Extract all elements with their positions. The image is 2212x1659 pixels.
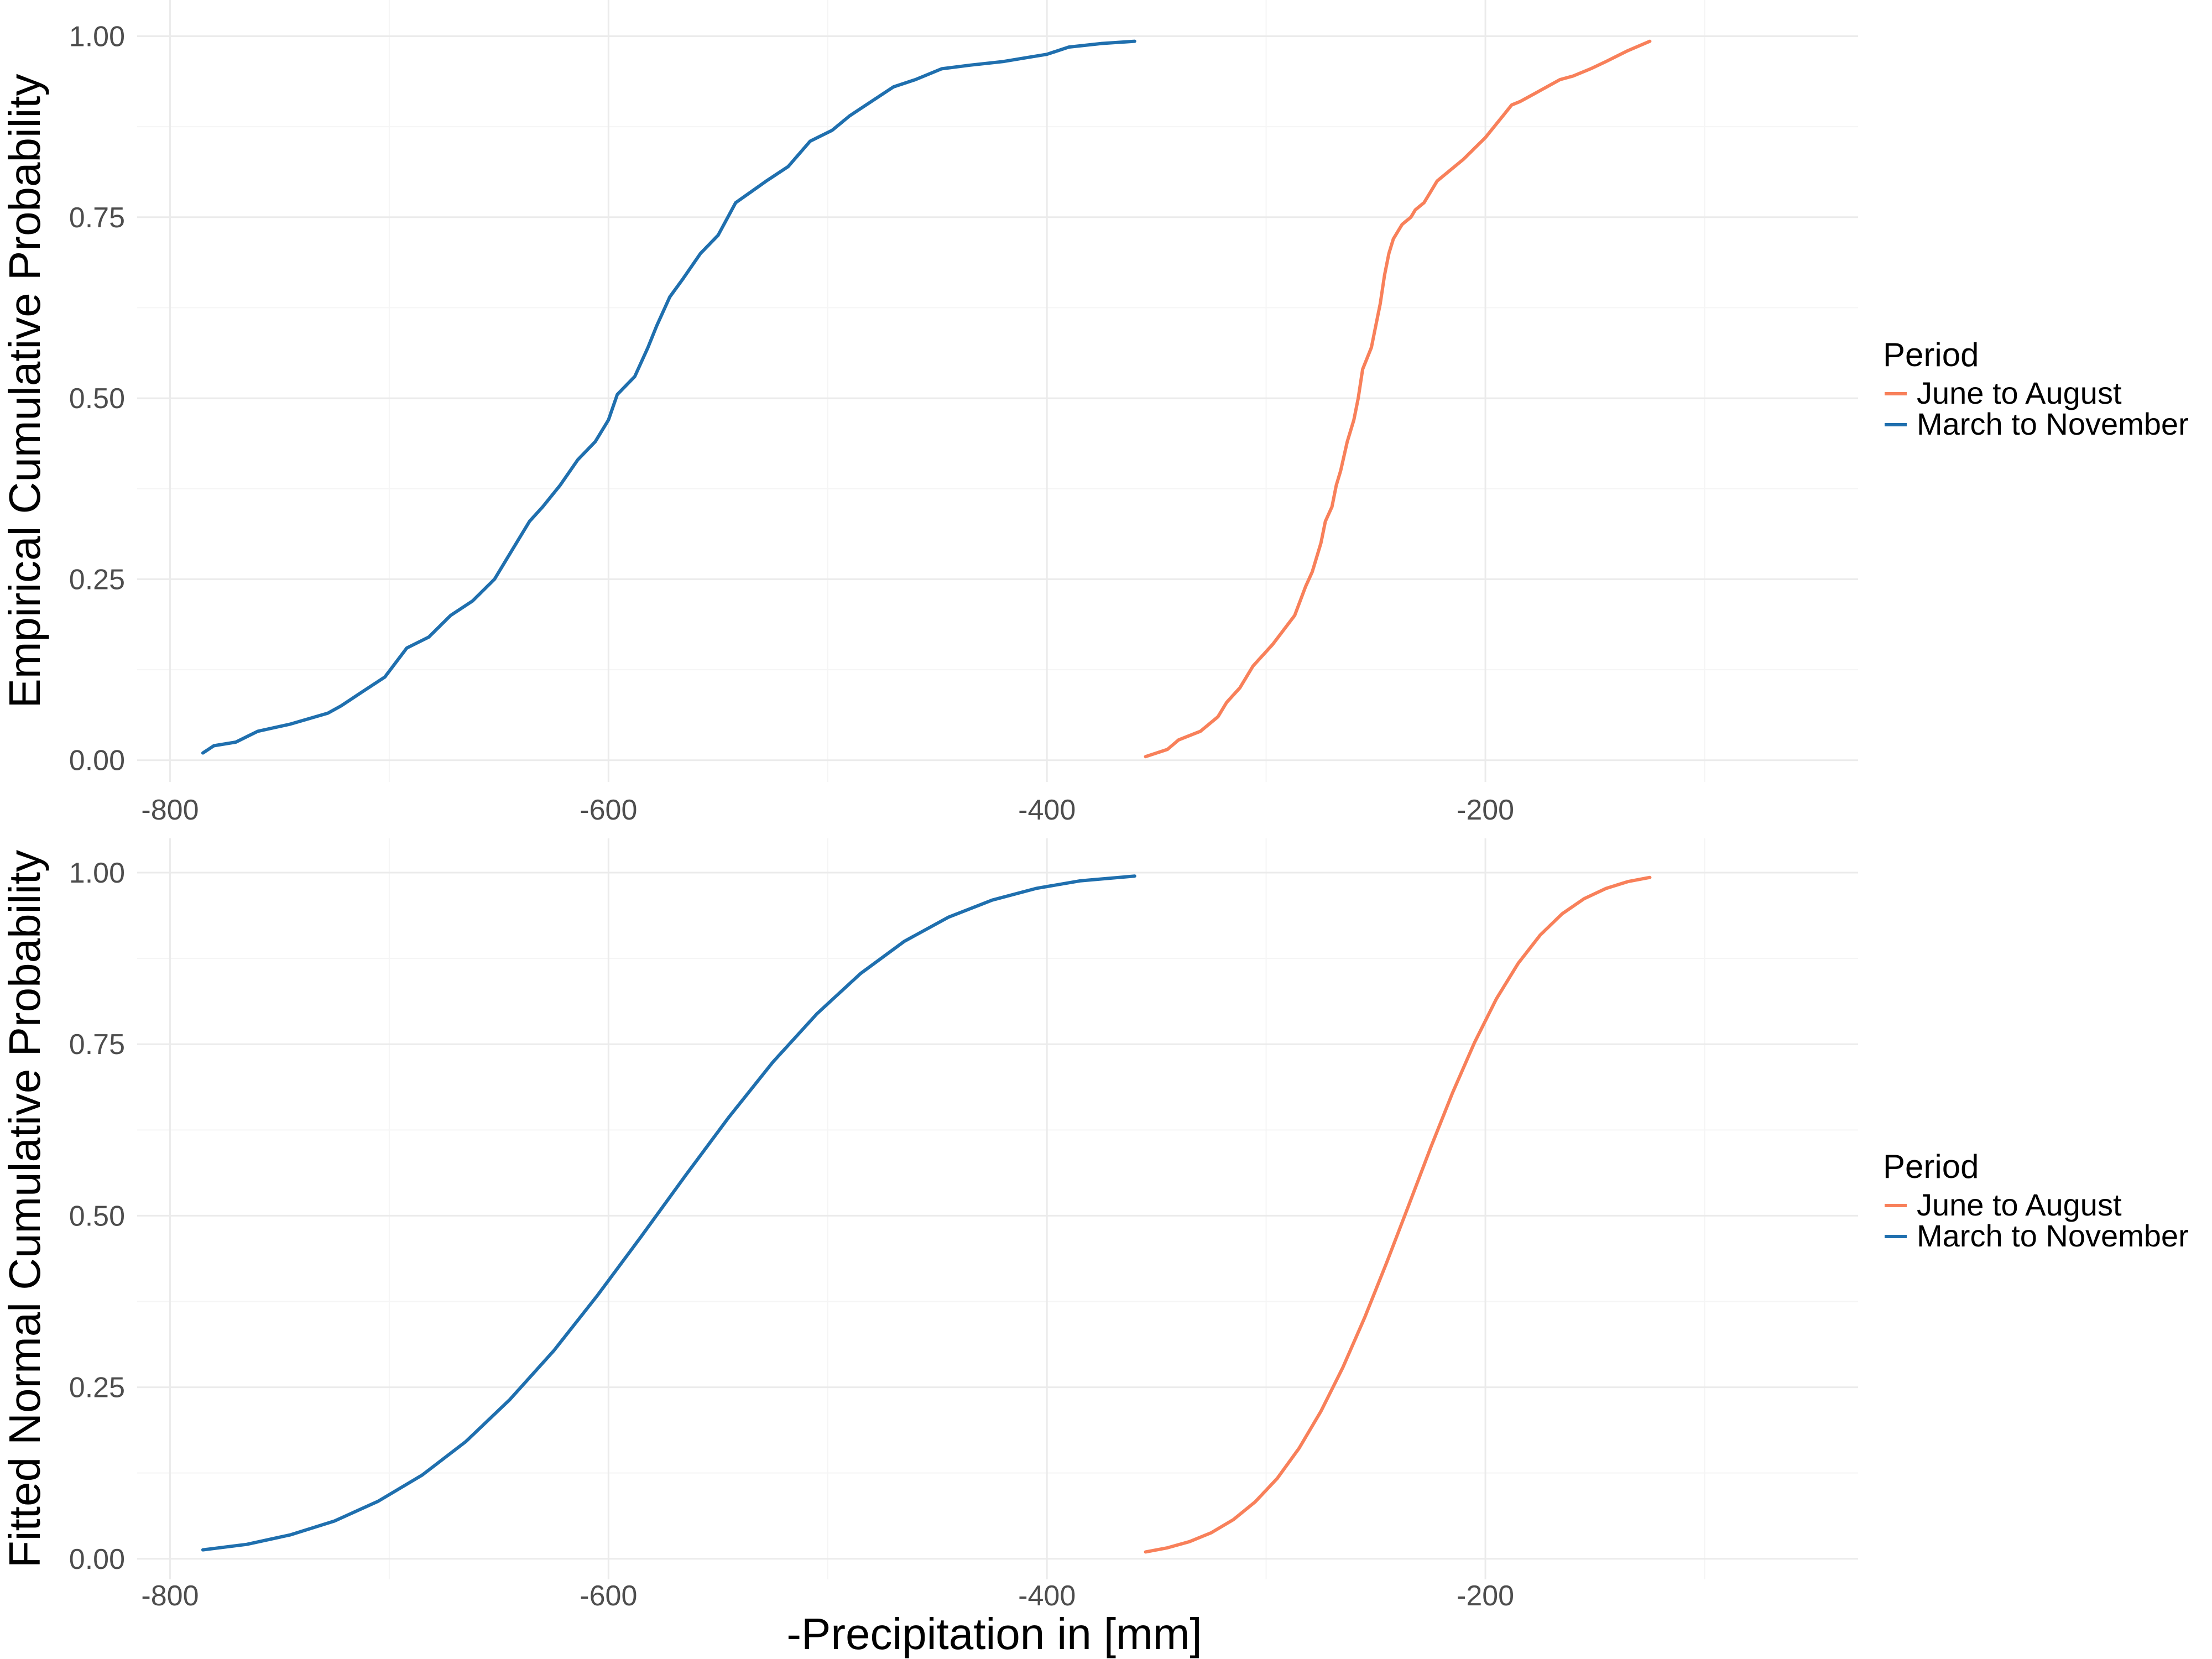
- y-tick-label: 0.00: [69, 1543, 125, 1575]
- y-tick-label: 0.00: [69, 745, 125, 777]
- series-line-march-to-november: [201, 874, 1136, 1552]
- x-tick-label: -200: [1457, 1580, 1514, 1612]
- x-tick-label: -400: [1018, 1580, 1076, 1612]
- y-tick-label: 0.25: [69, 1372, 125, 1404]
- y-tick-label: 0.50: [69, 1200, 125, 1232]
- series-line-june-to-august: [1144, 39, 1652, 759]
- x-tick-label: -600: [580, 1580, 637, 1612]
- series-line-march-to-november: [201, 39, 1136, 755]
- y-tick-label: 1.00: [69, 20, 125, 53]
- x-tick-label: -200: [1457, 794, 1514, 826]
- legend-title: Period: [1883, 1148, 1979, 1185]
- x-axis-title: -Precipitation in [mm]: [786, 1609, 1202, 1658]
- x-tick-label: -400: [1018, 794, 1076, 826]
- y-axis-title: Empirical Cumulative Probability: [0, 74, 49, 708]
- legend-item-label: June to August: [1917, 1187, 2122, 1222]
- y-tick-label: 0.50: [69, 383, 125, 415]
- y-axis-title: Fitted Normal Cumulative Probability: [0, 850, 49, 1568]
- fitted-normal-cdf-panel: 0.00 0.25 0.50 0.75 1.00 -800 -600 -400 -200 Fitt…: [0, 838, 2189, 1612]
- y-tick-label: 0.25: [69, 564, 125, 596]
- empirical-cdf-panel: 0.00 0.25 0.50 0.75 1.00 -800 -600 -400 -200 Empi…: [0, 0, 2189, 826]
- series-line-june-to-august: [1144, 875, 1652, 1554]
- x-tick-label: -800: [141, 1580, 199, 1612]
- legend-title: Period: [1883, 336, 1979, 373]
- y-tick-label: 1.00: [69, 857, 125, 889]
- legend-item-label: June to August: [1917, 375, 2122, 410]
- x-tick-label: -800: [141, 794, 199, 826]
- legend-item-label: March to November: [1917, 406, 2189, 441]
- legend-item-label: March to November: [1917, 1218, 2189, 1253]
- x-tick-label: -600: [580, 794, 637, 826]
- y-tick-label: 0.75: [69, 202, 125, 234]
- y-tick-label: 0.75: [69, 1029, 125, 1061]
